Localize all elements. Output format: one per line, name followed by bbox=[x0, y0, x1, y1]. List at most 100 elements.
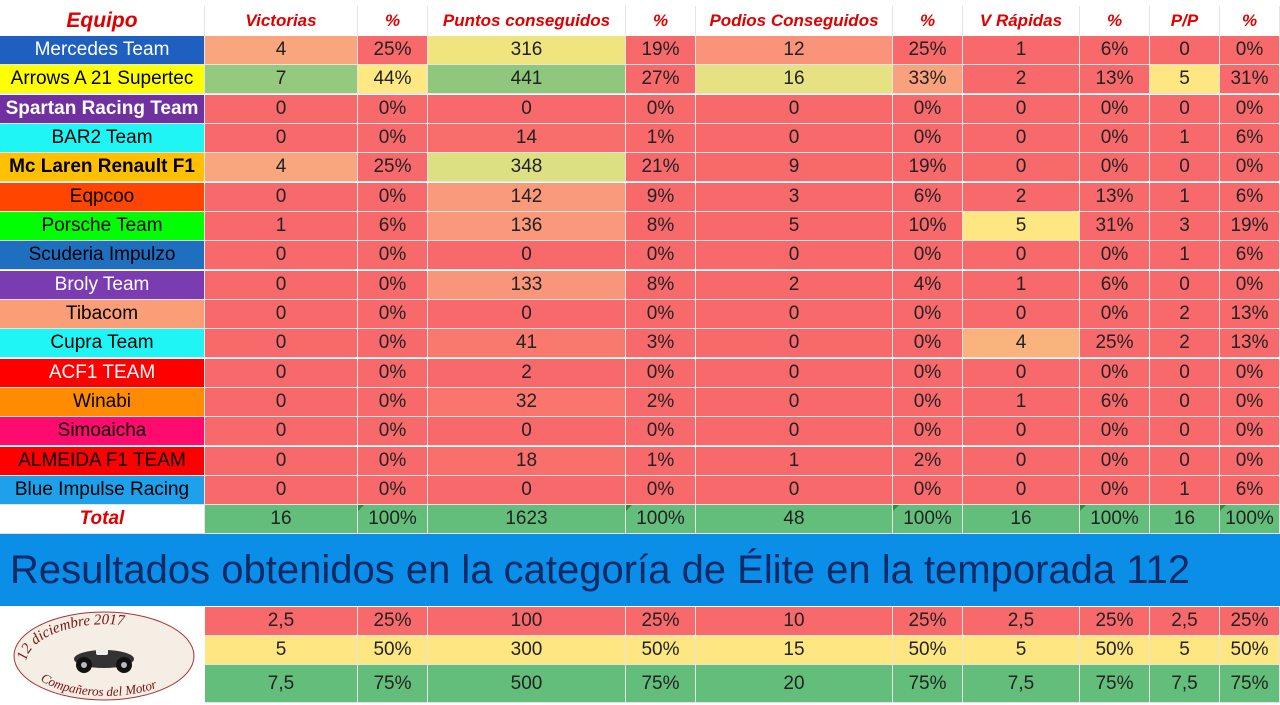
data-cell[interactable]: 8% bbox=[626, 212, 696, 241]
data-cell[interactable]: 1% bbox=[626, 124, 696, 153]
data-cell[interactable]: 0% bbox=[626, 300, 696, 329]
data-cell[interactable]: 6% bbox=[1080, 271, 1150, 300]
data-cell[interactable]: 1% bbox=[626, 447, 696, 476]
data-cell[interactable]: 7 bbox=[205, 65, 358, 94]
data-cell[interactable]: 0 bbox=[428, 95, 626, 124]
data-cell[interactable]: 0 bbox=[205, 359, 358, 388]
data-cell[interactable]: 0% bbox=[358, 183, 428, 212]
data-cell[interactable]: 10% bbox=[893, 212, 963, 241]
data-cell[interactable]: 6% bbox=[1080, 388, 1150, 417]
data-cell[interactable]: 3 bbox=[696, 183, 893, 212]
data-cell[interactable]: 0% bbox=[1220, 388, 1280, 417]
reference-cell[interactable]: 75% bbox=[626, 665, 696, 703]
data-cell[interactable]: 0 bbox=[1150, 359, 1220, 388]
data-cell[interactable]: 8% bbox=[626, 271, 696, 300]
data-cell[interactable]: 25% bbox=[1080, 329, 1150, 358]
data-cell[interactable]: 6% bbox=[1080, 36, 1150, 65]
team-name-cell[interactable]: ALMEIDA F1 TEAM bbox=[0, 447, 205, 476]
data-cell[interactable]: 0% bbox=[358, 124, 428, 153]
team-name-cell[interactable]: BAR2 Team bbox=[0, 124, 205, 153]
data-cell[interactable]: 13% bbox=[1080, 65, 1150, 94]
data-cell[interactable]: 0 bbox=[428, 417, 626, 446]
reference-cell[interactable]: 25% bbox=[893, 607, 963, 636]
total-cell[interactable]: 48 bbox=[696, 505, 893, 534]
team-name-cell[interactable]: Arrows A 21 Supertec bbox=[0, 65, 205, 94]
data-cell[interactable]: 0% bbox=[893, 241, 963, 270]
data-cell[interactable]: 0% bbox=[1220, 153, 1280, 182]
reference-cell[interactable]: 2,5 bbox=[1150, 607, 1220, 636]
total-cell[interactable]: 1623 bbox=[428, 505, 626, 534]
data-cell[interactable]: 4 bbox=[205, 36, 358, 65]
data-cell[interactable]: 0% bbox=[893, 95, 963, 124]
data-cell[interactable]: 21% bbox=[626, 153, 696, 182]
data-cell[interactable]: 348 bbox=[428, 153, 626, 182]
data-cell[interactable]: 5 bbox=[696, 212, 893, 241]
data-cell[interactable]: 0 bbox=[205, 447, 358, 476]
team-name-cell[interactable]: Porsche Team bbox=[0, 212, 205, 241]
reference-cell[interactable]: 25% bbox=[1220, 607, 1280, 636]
data-cell[interactable]: 441 bbox=[428, 65, 626, 94]
data-cell[interactable]: 0 bbox=[696, 124, 893, 153]
data-cell[interactable]: 2% bbox=[893, 447, 963, 476]
total-cell[interactable]: 16 bbox=[205, 505, 358, 534]
data-cell[interactable]: 0% bbox=[1080, 417, 1150, 446]
data-cell[interactable]: 0% bbox=[1080, 124, 1150, 153]
data-cell[interactable]: 25% bbox=[358, 153, 428, 182]
data-cell[interactable]: 0% bbox=[626, 476, 696, 505]
total-cell[interactable]: 100% bbox=[1220, 505, 1280, 534]
data-cell[interactable]: 3% bbox=[626, 329, 696, 358]
data-cell[interactable]: 0 bbox=[205, 417, 358, 446]
data-cell[interactable]: 2% bbox=[626, 388, 696, 417]
team-name-cell[interactable]: Simoaicha bbox=[0, 417, 205, 446]
data-cell[interactable]: 9% bbox=[626, 183, 696, 212]
data-cell[interactable]: 44% bbox=[358, 65, 428, 94]
data-cell[interactable]: 0 bbox=[1150, 36, 1220, 65]
data-cell[interactable]: 0 bbox=[205, 388, 358, 417]
data-cell[interactable]: 0 bbox=[963, 476, 1080, 505]
data-cell[interactable]: 0 bbox=[205, 95, 358, 124]
data-cell[interactable]: 0 bbox=[963, 447, 1080, 476]
data-cell[interactable]: 0 bbox=[205, 183, 358, 212]
reference-cell[interactable]: 50% bbox=[893, 636, 963, 665]
total-label[interactable]: Total bbox=[0, 505, 205, 534]
column-header[interactable]: Equipo bbox=[0, 6, 205, 37]
data-cell[interactable]: 0% bbox=[1220, 95, 1280, 124]
data-cell[interactable]: 2 bbox=[963, 183, 1080, 212]
team-name-cell[interactable]: Blue Impulse Racing bbox=[0, 476, 205, 505]
reference-cell[interactable]: 25% bbox=[358, 607, 428, 636]
data-cell[interactable]: 0% bbox=[893, 476, 963, 505]
data-cell[interactable]: 1 bbox=[963, 36, 1080, 65]
team-name-cell[interactable]: Mercedes Team bbox=[0, 36, 205, 65]
data-cell[interactable]: 0 bbox=[1150, 271, 1220, 300]
column-header[interactable]: % bbox=[893, 6, 963, 37]
data-cell[interactable]: 0 bbox=[963, 359, 1080, 388]
data-cell[interactable]: 5 bbox=[963, 212, 1080, 241]
reference-cell[interactable]: 75% bbox=[1220, 665, 1280, 703]
data-cell[interactable]: 0 bbox=[1150, 417, 1220, 446]
data-cell[interactable]: 13% bbox=[1220, 329, 1280, 358]
data-cell[interactable]: 19% bbox=[626, 36, 696, 65]
column-header[interactable]: % bbox=[626, 6, 696, 37]
data-cell[interactable]: 0% bbox=[893, 388, 963, 417]
data-cell[interactable]: 0 bbox=[696, 95, 893, 124]
data-cell[interactable]: 5 bbox=[1150, 65, 1220, 94]
total-cell[interactable]: 100% bbox=[1080, 505, 1150, 534]
data-cell[interactable]: 1 bbox=[963, 388, 1080, 417]
data-cell[interactable]: 0% bbox=[893, 300, 963, 329]
data-cell[interactable]: 41 bbox=[428, 329, 626, 358]
data-cell[interactable]: 0 bbox=[696, 417, 893, 446]
data-cell[interactable]: 0% bbox=[626, 95, 696, 124]
data-cell[interactable]: 16 bbox=[696, 65, 893, 94]
data-cell[interactable]: 0 bbox=[428, 476, 626, 505]
data-cell[interactable]: 0 bbox=[205, 241, 358, 270]
data-cell[interactable]: 2 bbox=[1150, 329, 1220, 358]
data-cell[interactable]: 0% bbox=[1080, 476, 1150, 505]
data-cell[interactable]: 0% bbox=[358, 241, 428, 270]
data-cell[interactable]: 0% bbox=[1080, 241, 1150, 270]
data-cell[interactable]: 0 bbox=[205, 271, 358, 300]
reference-cell[interactable]: 7,5 bbox=[205, 665, 358, 703]
column-header[interactable]: % bbox=[1220, 6, 1280, 37]
team-name-cell[interactable]: Winabi bbox=[0, 388, 205, 417]
data-cell[interactable]: 2 bbox=[696, 271, 893, 300]
data-cell[interactable]: 1 bbox=[963, 271, 1080, 300]
